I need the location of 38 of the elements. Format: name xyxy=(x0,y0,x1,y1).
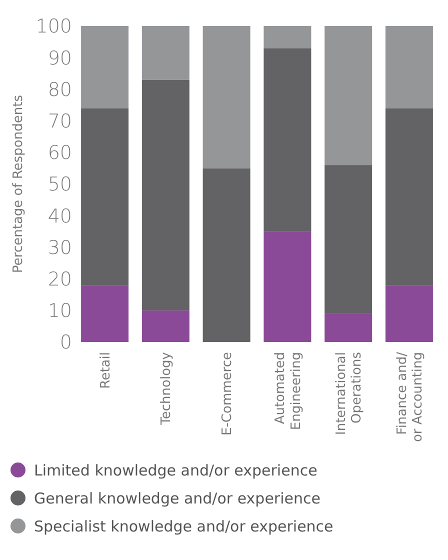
bar xyxy=(142,80,190,310)
x-tick-label: Finance and/ or Accounting xyxy=(394,351,426,442)
legend-label: Limited knowledge and/or experience xyxy=(34,461,318,480)
bar xyxy=(81,285,129,342)
bar xyxy=(142,310,190,342)
x-tick-label: E-Commerce xyxy=(220,352,236,436)
y-tick-label: 100 xyxy=(36,16,72,38)
bar xyxy=(202,26,250,168)
y-tick-label: 30 xyxy=(48,236,72,259)
y-tick-label: 0 xyxy=(60,332,72,354)
y-tick-label: 20 xyxy=(48,268,72,290)
bar xyxy=(142,26,190,80)
legend-label: Specialist knowledge and/or experience xyxy=(34,517,334,536)
bar xyxy=(264,26,312,48)
bar xyxy=(385,285,433,342)
y-tick-label: 50 xyxy=(48,174,72,196)
bar xyxy=(264,231,312,342)
bar xyxy=(324,314,372,342)
bar xyxy=(264,48,312,232)
x-tick-label: Automated Engineering xyxy=(273,352,304,430)
bar xyxy=(385,108,433,286)
legend-label: General knowledge and/or experience xyxy=(34,489,320,508)
x-tick-label: Retail xyxy=(98,352,114,389)
bar xyxy=(81,108,129,286)
y-tick-label: 10 xyxy=(48,300,72,322)
bar xyxy=(324,26,372,166)
bar xyxy=(202,168,250,342)
y-tick-label: 40 xyxy=(48,205,72,228)
bar xyxy=(385,26,433,108)
bar xyxy=(324,165,372,314)
y-tick-label: 70 xyxy=(48,110,72,132)
y-tick-label: 60 xyxy=(48,142,72,164)
bar xyxy=(81,26,129,108)
x-tick-label: International Operations xyxy=(334,352,365,435)
y-axis-title: Percentage of Respondents xyxy=(11,94,26,273)
x-tick-label: Technology xyxy=(159,352,174,426)
y-tick-label: 80 xyxy=(48,78,72,101)
y-tick-label: 90 xyxy=(48,47,72,70)
